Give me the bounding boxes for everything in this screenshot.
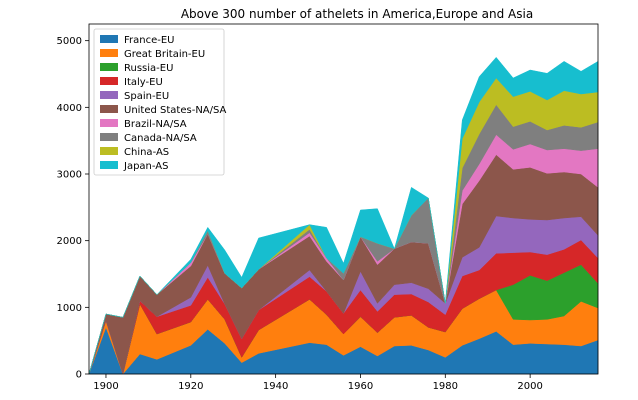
legend-label: United States-NA/SA	[124, 105, 227, 116]
legend-label: Canada-NA/SA	[124, 133, 197, 144]
legend-swatch	[100, 35, 118, 43]
legend-swatch	[100, 161, 118, 169]
legend-label: Russia-EU	[124, 63, 173, 74]
y-tick-label: 3000	[57, 170, 82, 181]
legend-label: France-EU	[124, 35, 175, 46]
legend-swatch	[100, 91, 118, 99]
x-tick-label: 1940	[263, 381, 288, 392]
legend-swatch	[100, 105, 118, 113]
legend-swatch	[100, 147, 118, 155]
legend: France-EU Great Britain-EU Russia-EU Italy-…	[93, 28, 227, 176]
legend-swatch	[100, 133, 118, 141]
y-tick-label: 4000	[57, 103, 82, 114]
legend-swatch	[100, 49, 118, 57]
legend-label: Spain-EU	[124, 91, 169, 102]
legend-swatch	[100, 119, 118, 127]
y-tick-label: 0	[76, 370, 82, 381]
legend-label: Great Britain-EU	[124, 49, 205, 60]
legend-swatch	[100, 77, 118, 85]
x-tick-label: 1920	[178, 381, 203, 392]
y-tick-label: 1000	[57, 303, 82, 314]
x-tick-label: 1960	[348, 381, 373, 392]
x-tick-label: 2000	[517, 381, 542, 392]
legend-label: China-AS	[124, 147, 169, 158]
legend-label: Italy-EU	[124, 77, 163, 88]
legend-box	[93, 28, 225, 176]
y-tick-label: 2000	[57, 236, 82, 247]
y-tick-label: 5000	[57, 36, 82, 47]
chart-title: Above 300 number of athelets in America,…	[181, 7, 533, 21]
legend-label: Brazil-NA/SA	[124, 119, 187, 130]
legend-label: Japan-AS	[123, 161, 168, 172]
x-axis: 1900 1920 1940 1960 1980 2000	[93, 374, 543, 392]
y-axis: 0 1000 2000 3000 4000 5000	[57, 36, 89, 381]
x-tick-label: 1980	[433, 381, 458, 392]
plot-frame	[88, 23, 599, 375]
legend-swatch	[100, 63, 118, 71]
x-tick-label: 1900	[93, 381, 118, 392]
